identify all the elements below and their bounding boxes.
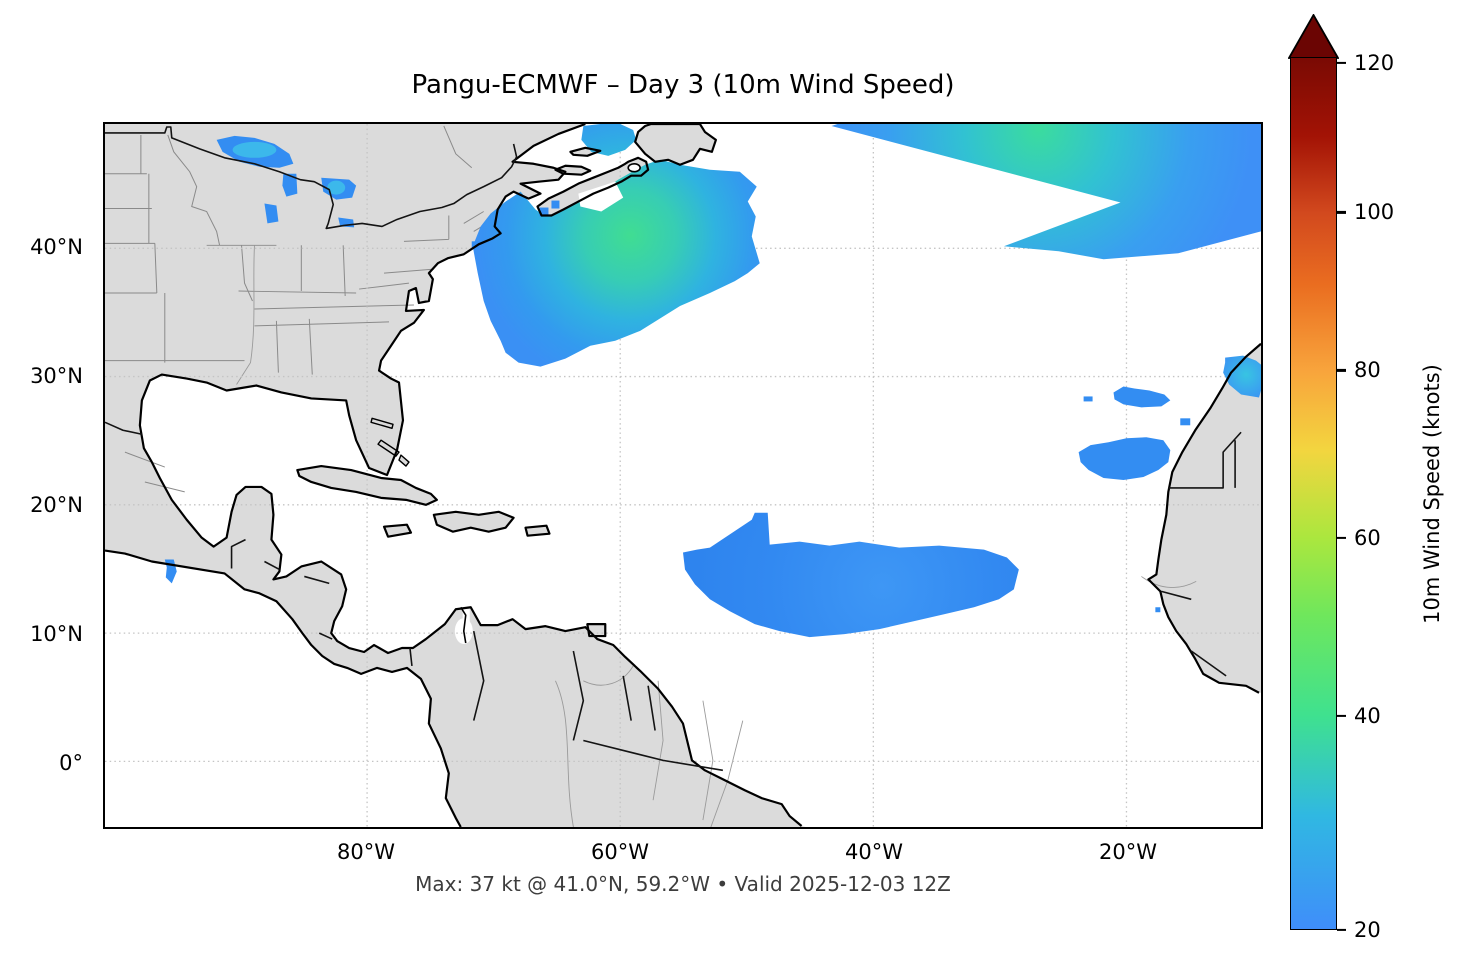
wind-speck-west-of-storm bbox=[471, 241, 479, 249]
colorbar-tick-mark bbox=[1337, 715, 1346, 718]
plot-title: Pangu-ECMWF – Day 3 (10m Wind Speed) bbox=[411, 70, 955, 100]
y-axis-tick-labels: 40°N 30°N 20°N 10°N 0° bbox=[0, 122, 93, 829]
x-tick-label: 60°W bbox=[591, 840, 649, 864]
colorbar-tick-mark bbox=[1337, 928, 1346, 932]
wind-dash-madeira-west bbox=[1083, 396, 1093, 402]
rivers bbox=[236, 245, 1197, 827]
wind-region-canary-wake bbox=[1078, 437, 1171, 480]
country-borders bbox=[105, 126, 1242, 772]
island-hispaniola bbox=[433, 511, 514, 532]
y-tick-label: 0° bbox=[59, 751, 83, 775]
colorbar-tick-label: 120 bbox=[1354, 51, 1395, 76]
y-tick-label: 30°N bbox=[30, 364, 83, 388]
y-tick-label: 10°N bbox=[30, 622, 83, 646]
x-tick-label: 40°W bbox=[845, 840, 903, 864]
y-tick-label: 40°N bbox=[30, 235, 83, 259]
wind-region-trade-winds bbox=[683, 512, 1019, 638]
wind-bit-28n bbox=[1180, 418, 1191, 426]
map-canvas bbox=[105, 124, 1261, 827]
y-tick-label: 20°N bbox=[30, 493, 83, 517]
colorbar-tick-label: 60 bbox=[1354, 526, 1381, 551]
wind-gap-se-of-nova-scotia bbox=[578, 181, 624, 212]
colorbar-axis-label: 10m Wind Speed (knots) bbox=[1420, 364, 1444, 624]
colorbar-tick-mark bbox=[1337, 369, 1346, 372]
island-cuba bbox=[297, 466, 437, 505]
colorbar-tick-label: 20 bbox=[1354, 918, 1381, 942]
land-americas bbox=[105, 124, 806, 827]
wind-region-nw-atlantic-storm bbox=[472, 159, 760, 367]
state-borders bbox=[105, 125, 494, 493]
colorbar-tick-label: 80 bbox=[1354, 358, 1381, 383]
x-tick-label: 80°W bbox=[337, 840, 395, 864]
colorbar-arrow-icon bbox=[1288, 14, 1339, 59]
colorbar-ticks: 120 100 80 60 40 20 bbox=[1337, 51, 1417, 942]
colorbar-gradient bbox=[1290, 57, 1337, 930]
wind-dot-senegal-offshore bbox=[1155, 607, 1161, 613]
map-axes bbox=[103, 122, 1263, 829]
x-axis-tick-labels: 80°W 60°W 40°W 20°W bbox=[103, 840, 1263, 870]
wind-region-ne-atlantic-band bbox=[831, 124, 1261, 260]
coastlines bbox=[105, 124, 1261, 827]
x-tick-label: 20°W bbox=[1099, 840, 1157, 864]
wind-streak-madeira bbox=[1113, 386, 1171, 408]
colorbar-tick-mark bbox=[1337, 536, 1346, 540]
wind-field bbox=[164, 124, 1261, 638]
colorbar-tick-mark bbox=[1337, 62, 1346, 65]
wind-cyan-cores-great-lakes bbox=[232, 141, 346, 195]
colorbar-tick-label: 100 bbox=[1354, 200, 1395, 225]
wind-region-gulf-st-lawrence bbox=[581, 124, 637, 156]
caption: Max: 37 kt @ 41.0°N, 59.2°W • Valid 2025… bbox=[415, 872, 951, 896]
wind-region-morocco-offshore bbox=[1223, 355, 1261, 398]
colorbar-tick-label: 40 bbox=[1354, 704, 1381, 729]
colorbar-tick-mark bbox=[1337, 211, 1346, 214]
land-africa bbox=[1148, 343, 1261, 693]
